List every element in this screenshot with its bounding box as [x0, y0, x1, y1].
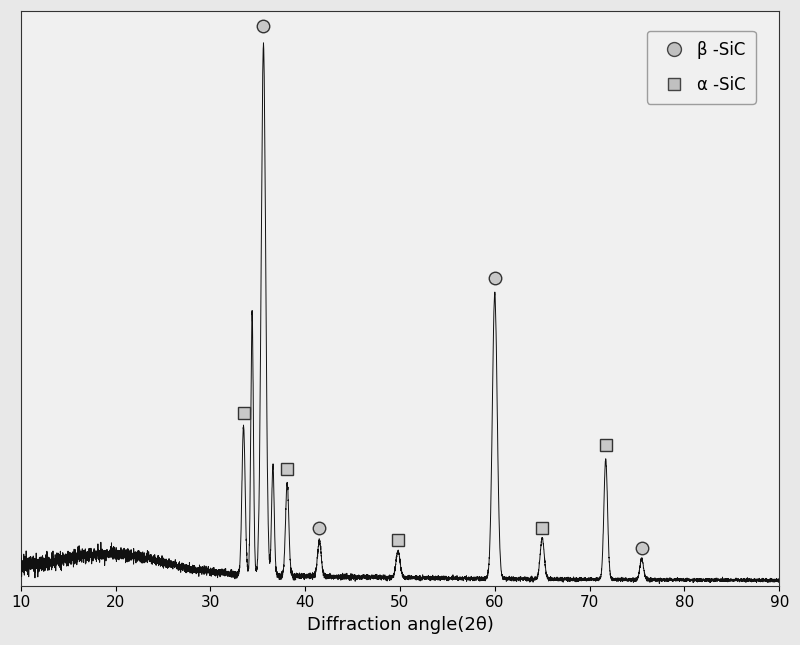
Legend: β -SiC, α -SiC: β -SiC, α -SiC: [647, 31, 756, 104]
X-axis label: Diffraction angle(2θ): Diffraction angle(2θ): [306, 616, 494, 634]
